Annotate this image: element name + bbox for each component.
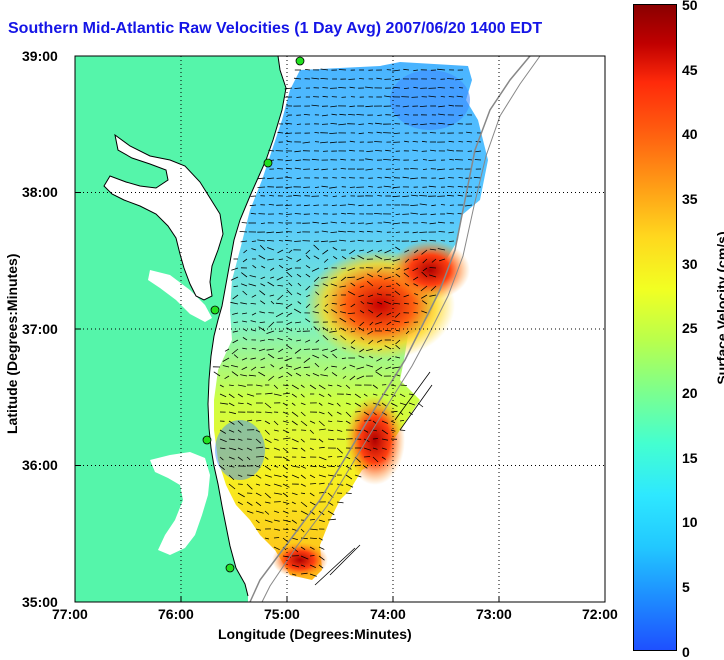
velocity-arrow — [286, 214, 292, 215]
velocity-arrow — [277, 169, 283, 170]
velocity-low-west — [215, 420, 265, 480]
colorbar-tick-label: 10 — [682, 514, 698, 530]
velocity-arrow — [310, 556, 315, 557]
y-tick-label: 39:00 — [22, 48, 58, 64]
velocity-arrow — [459, 88, 463, 89]
colorbar — [633, 4, 677, 651]
velocity-arrow — [268, 340, 274, 341]
velocity-arrow — [419, 232, 427, 233]
colorbar-tick-label: 40 — [682, 126, 698, 142]
velocity-arrow — [322, 88, 328, 89]
velocity-arrow — [396, 232, 400, 233]
velocity-arrow — [295, 214, 301, 215]
velocity-arrow — [286, 232, 292, 233]
colorbar-tick-label: 25 — [682, 320, 698, 336]
velocity-arrow — [337, 457, 342, 458]
velocity-arrow — [278, 358, 283, 359]
velocity-arrow — [356, 115, 364, 116]
y-tick-label: 38:00 — [22, 184, 58, 200]
velocity-arrow — [328, 457, 332, 458]
station-marker — [211, 306, 219, 314]
velocity-arrow — [310, 484, 316, 485]
velocity-arrow — [449, 97, 454, 98]
velocity-arrow — [441, 205, 445, 206]
station-marker — [296, 57, 304, 65]
colorbar-tick-label: 5 — [682, 579, 690, 595]
colorbar-tick-label: 30 — [682, 256, 698, 272]
velocity-arrow — [377, 115, 382, 116]
velocity-arrow — [414, 160, 418, 161]
station-marker — [264, 159, 272, 167]
colorbar-tick-label: 35 — [682, 191, 698, 207]
station-marker — [226, 564, 234, 572]
x-tick-label: 72:00 — [582, 606, 618, 622]
velocity-arrow — [449, 241, 454, 242]
velocity-arrow — [419, 196, 427, 197]
velocity-arrow — [386, 286, 391, 287]
velocity-arrow — [364, 457, 370, 458]
velocity-arrow — [448, 178, 454, 179]
velocity-arrow — [447, 79, 454, 80]
velocity-arrow — [400, 385, 407, 386]
velocity-low-north — [390, 70, 470, 130]
velocity-arrow — [350, 187, 355, 188]
velocity-arrow — [423, 160, 427, 161]
velocity-arrow — [303, 187, 310, 188]
velocity-arrow — [295, 88, 302, 89]
colorbar-tick-label: 20 — [682, 385, 698, 401]
velocity-arrow — [279, 241, 283, 242]
colorbar-tick-label: 45 — [682, 62, 698, 78]
colorbar-tick-label: 15 — [682, 450, 698, 466]
velocity-arrow — [258, 187, 266, 188]
velocity-arrow — [430, 268, 437, 269]
colorbar-tick-label: 0 — [682, 644, 690, 660]
velocity-arrow — [297, 124, 301, 125]
velocity-arrow — [439, 232, 445, 233]
x-tick-label: 75:00 — [264, 606, 300, 622]
velocity-arrow — [339, 70, 346, 71]
x-tick-label: 76:00 — [158, 606, 194, 622]
y-tick-label: 36:00 — [22, 457, 58, 473]
station-marker — [203, 436, 211, 444]
velocity-arrow — [313, 205, 319, 206]
x-tick-label: 73:00 — [476, 606, 512, 622]
velocity-arrow — [377, 196, 382, 197]
x-axis-label: Longitude (Degrees:Minutes) — [218, 626, 412, 642]
velocity-arrow — [455, 160, 463, 161]
velocity-arrow — [242, 223, 247, 224]
y-axis-label: Latitude (Degrees:Minutes) — [4, 254, 20, 434]
y-tick-label: 37:00 — [22, 321, 58, 337]
velocity-arrow — [400, 430, 405, 431]
velocity-arrow — [441, 241, 445, 242]
velocity-arrow — [395, 169, 400, 170]
velocity-arrow — [374, 142, 382, 143]
velocity-arrow — [252, 241, 256, 242]
velocity-arrow — [296, 97, 301, 98]
velocity-arrow — [294, 241, 301, 242]
y-tick-label: 35:00 — [22, 594, 58, 610]
velocity-arrow — [274, 538, 279, 539]
velocity-arrow — [421, 223, 427, 224]
x-tick-label: 74:00 — [370, 606, 406, 622]
velocity-arrow — [430, 133, 436, 134]
velocity-arrow — [475, 160, 481, 161]
velocity-arrow — [304, 349, 310, 350]
velocity-arrow — [373, 439, 378, 440]
velocity-arrow — [341, 178, 346, 179]
velocity-arrow — [358, 124, 364, 125]
velocity-arrow — [348, 79, 355, 80]
colorbar-label: Surface Velocity (cm/s) — [714, 208, 724, 408]
colorbar-tick-label: 50 — [682, 0, 698, 13]
velocity-arrow — [410, 169, 418, 170]
